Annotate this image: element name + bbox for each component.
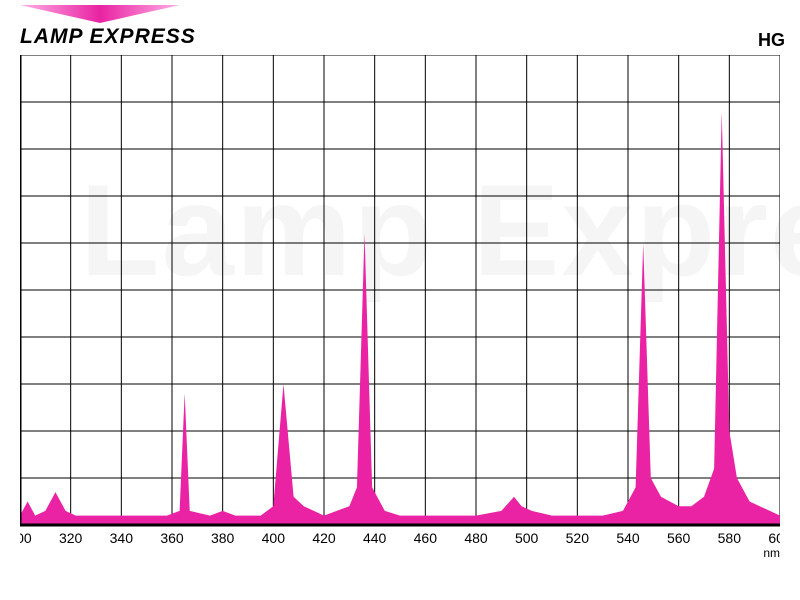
x-tick-label: 300 [20, 530, 32, 546]
grid [20, 55, 780, 525]
x-tick-label: 440 [363, 530, 387, 546]
x-tick-label: 460 [414, 530, 438, 546]
x-tick-label: 500 [515, 530, 539, 546]
substance-label: HG [758, 30, 785, 51]
x-tick-label: 340 [110, 530, 134, 546]
brand-title: LAMP EXPRESS [20, 25, 196, 49]
x-tick-label: 520 [566, 530, 590, 546]
x-tick-label: 560 [667, 530, 691, 546]
page-root: LAMP EXPRESS HG Lamp Express 30032034036… [0, 0, 800, 600]
x-tick-label: 420 [312, 530, 336, 546]
x-tick-label: 480 [464, 530, 488, 546]
brand-arrow-icon [20, 5, 180, 25]
spectrum-area [20, 111, 780, 525]
x-tick-label: 540 [616, 530, 640, 546]
x-tick-label: 380 [211, 530, 235, 546]
x-tick-label: 600 [768, 530, 780, 546]
spectrum-chart: Lamp Express 300320340360380400420440460… [20, 55, 780, 560]
x-tick-label: 580 [718, 530, 742, 546]
chart-svg: 300 320 340 360 380 400 420 440 460 480 500 520 540 5… [20, 55, 780, 560]
x-tick-label: 400 [262, 530, 286, 546]
x-tick-label: 360 [160, 530, 184, 546]
x-axis-unit: nm [763, 546, 780, 560]
x-tick-labels: 300 320 340 360 380 400 420 440 460 480 500 520 540 5… [20, 530, 780, 560]
x-tick-label: 320 [59, 530, 83, 546]
